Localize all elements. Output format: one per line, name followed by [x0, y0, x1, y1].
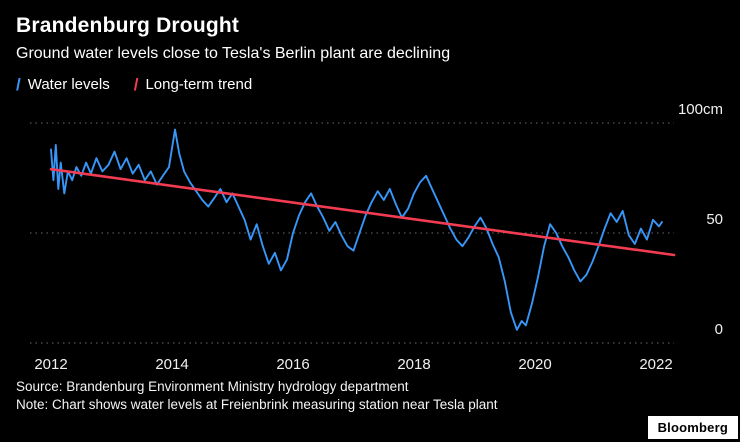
legend-item-long-term-trend: / Long-term trend — [134, 76, 252, 93]
x-tick-label: 2012 — [34, 356, 67, 373]
x-tick-label: 2022 — [639, 356, 672, 373]
chart-legend: / Water levels / Long-term trend — [16, 76, 740, 93]
chart-svg: 100cm 50 0 2012 2014 2016 2018 2020 2022 — [30, 101, 723, 373]
source-text: Source: Brandenburg Environment Ministry… — [16, 379, 409, 394]
series-water-levels — [50, 128, 663, 331]
note-text: Note: Chart shows water levels at Freien… — [16, 397, 498, 413]
x-tick-label: 2014 — [155, 356, 188, 373]
y-tick-label: 100cm — [678, 101, 723, 118]
long-term-trend-line-swatch-icon: / — [133, 75, 139, 94]
y-tick-label: 50 — [706, 211, 723, 228]
legend-label-long-term-trend: Long-term trend — [145, 76, 253, 93]
y-tick-label: 0 — [715, 321, 723, 338]
chart-title: Brandenburg Drought — [16, 14, 240, 37]
legend-label-water-levels: Water levels — [27, 76, 110, 93]
chart-subtitle: Ground water levels close to Tesla's Ber… — [16, 45, 451, 62]
x-tick-label: 2018 — [397, 356, 430, 373]
chart-footer: Source: Brandenburg Environment Ministry… — [16, 378, 576, 414]
x-tick-label: 2020 — [518, 356, 551, 373]
legend-item-water-levels: / Water levels — [16, 76, 110, 93]
x-tick-label: 2016 — [276, 356, 309, 373]
bloomberg-logo: Bloomberg — [647, 416, 738, 439]
water-levels-line-swatch-icon: / — [16, 75, 21, 94]
series-long-term-trend — [49, 167, 676, 257]
